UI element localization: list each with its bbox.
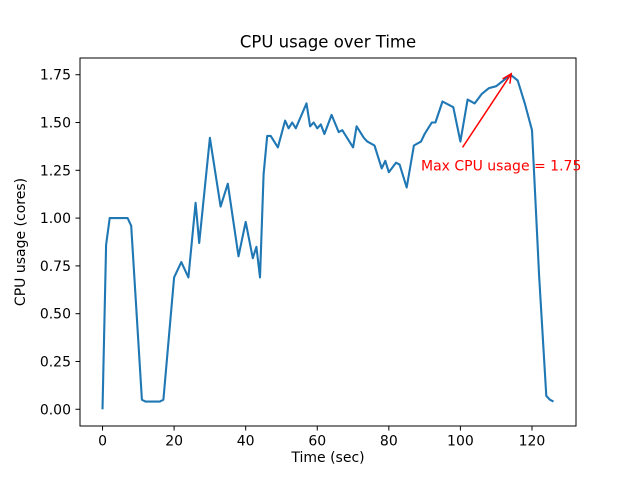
max-cpu-annotation: Max CPU usage = 1.75 (421, 72, 581, 174)
x-tick-label: 100 (447, 434, 474, 450)
annotation-arrowhead-icon (502, 72, 513, 84)
y-tick-label: 1.75 (40, 68, 71, 84)
y-tick-label: 0.00 (40, 402, 71, 418)
x-axis-label: Time (sec) (290, 450, 364, 466)
annotation-arrow (461, 73, 512, 148)
x-tick-label: 40 (237, 434, 255, 450)
y-axis-ticks: 0.00 0.25 0.50 0.75 1.00 1.25 1.50 1.75 (40, 68, 80, 418)
x-tick-label: 0 (98, 434, 107, 450)
chart-title: CPU usage over Time (240, 33, 416, 52)
x-axis-ticks: 0 20 40 60 80 100 120 (98, 426, 545, 450)
x-tick-label: 60 (308, 434, 326, 450)
plot-border (79, 57, 577, 427)
y-tick-label: 1.50 (40, 116, 71, 132)
y-axis-label: CPU usage (cores) (13, 178, 29, 306)
y-tick-label: 0.75 (40, 259, 71, 275)
annotation-text: Max CPU usage = 1.75 (421, 158, 581, 174)
y-tick-label: 0.25 (40, 354, 71, 370)
y-tick-label: 1.25 (40, 163, 71, 179)
x-tick-label: 20 (165, 434, 183, 450)
x-tick-label: 120 (519, 434, 546, 450)
y-tick-label: 1.00 (40, 211, 71, 227)
x-tick-label: 80 (380, 434, 398, 450)
y-tick-label: 0.50 (40, 307, 71, 323)
cpu-usage-line (101, 73, 554, 410)
